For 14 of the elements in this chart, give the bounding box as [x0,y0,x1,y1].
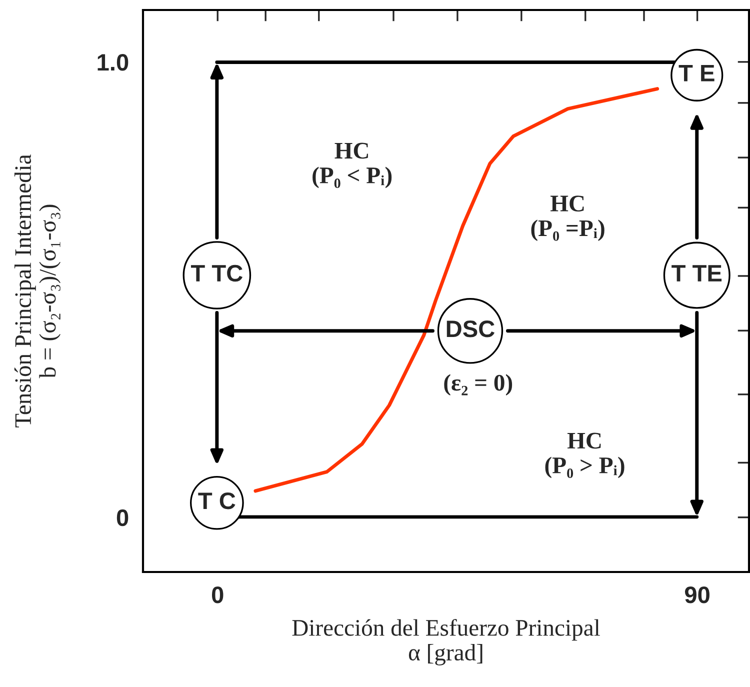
y-tick-label: 1.0 [98,54,128,71]
y-axis-title: Tensión Principal Intermedia b = (σ₂-σ₃)/(σ₁-σ₃) [14,154,61,428]
annotation: T TE [672,265,722,282]
annotation: T TC [190,264,243,282]
annotation: HC (P₀ =Pᵢ) [531,196,604,241]
annotation: T C [198,492,236,510]
annotation: T E [678,65,714,82]
annotation: DSC [446,320,495,338]
annotation: (ε₂ = 0) [444,374,512,396]
line-series [254,87,660,493]
annotation: HC (P₀ > Pᵢ) [545,432,624,478]
x-axis-title: Dirección del Esfuerzo Principal α [grad] [292,619,600,666]
annotation: HC (P₀ < Pᵢ) [312,142,392,188]
x-tick-label: 90 [684,586,710,604]
